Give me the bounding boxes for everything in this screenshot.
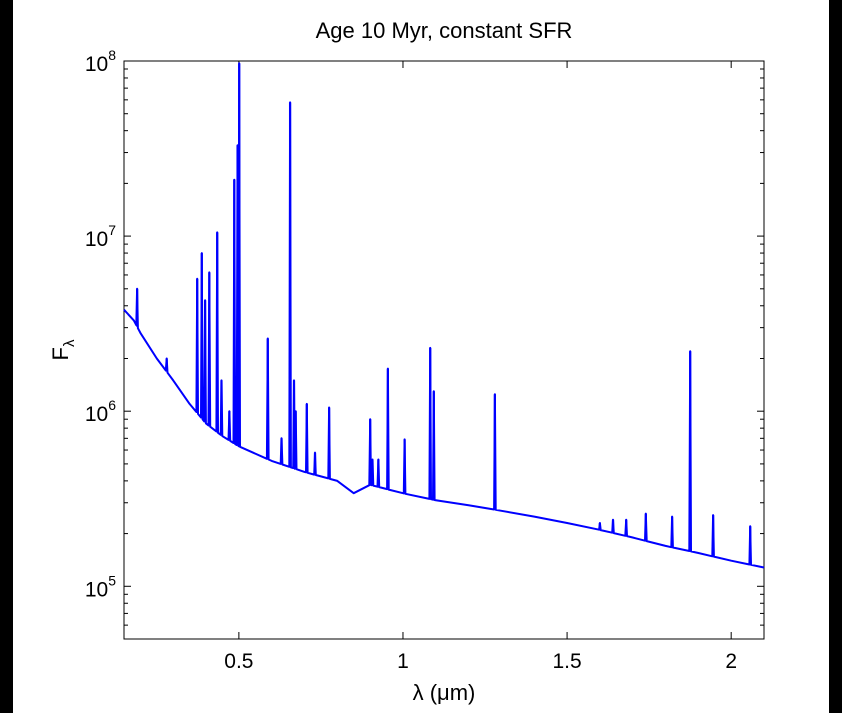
y-tick-label: 105 [85,572,116,601]
spectrum-series [123,62,765,569]
y-tick-label-base: 10 [85,578,108,601]
plot-area [123,60,765,640]
x-tick-label: 0.5 [224,650,253,673]
y-tick-label: 106 [85,397,116,426]
svg-text:Fλ: Fλ [48,339,78,360]
x-tick-labels: 0.5 1 1.5 2 [224,650,737,673]
y-tick-label: 107 [85,222,116,251]
axis-ticks [124,60,764,640]
x-tick-label: 1.5 [552,650,581,673]
y-tick-label-base: 10 [85,403,108,426]
y-axis-label-subscript: λ [61,339,78,347]
y-axis-label: Fλ [48,339,78,360]
y-tick-label-base: 10 [85,53,108,76]
y-axis-label-main: F [48,347,73,360]
x-tick-label: 2 [725,650,737,673]
y-tick-label: 108 [85,47,116,76]
y-tick-label-exponent: 8 [108,47,116,63]
y-tick-label-base: 10 [85,228,108,251]
y-tick-label-exponent: 5 [108,572,116,588]
x-axis-label: λ (μm) [413,680,476,705]
y-tick-label-exponent: 6 [108,397,116,413]
y-tick-label-exponent: 7 [108,222,116,238]
x-tick-label: 1 [397,650,409,673]
chart-title: Age 10 Myr, constant SFR [316,18,573,43]
